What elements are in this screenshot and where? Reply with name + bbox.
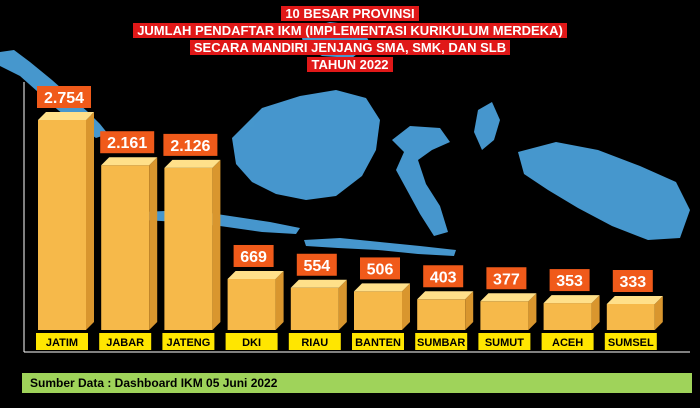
bar-jatim: 2.754 JATIM <box>36 86 94 350</box>
map-kalimantan <box>232 90 380 200</box>
bar-top-sumsel <box>606 296 663 304</box>
bar-front-jabar <box>101 165 150 330</box>
value-label-box-aceh <box>549 269 590 292</box>
map-nusa-tenggara <box>304 238 456 256</box>
value-label-box-banten <box>360 257 400 280</box>
bars-group: 2.754 JATIM 2.161 JABAR 2.126 JATENG 669 DKI 554… <box>36 86 663 350</box>
value-label-riau: 554 <box>303 258 330 275</box>
category-label-box-jatim <box>36 333 88 350</box>
bar-side-riau <box>338 279 347 330</box>
category-label-sumbar: SUMBAR <box>417 337 465 349</box>
bar-front-jatim <box>38 120 86 330</box>
bar-top-jateng <box>164 159 221 168</box>
bar-jateng: 2.126 JATENG <box>162 133 221 350</box>
bar-top-dki <box>227 270 284 279</box>
bar-top-jabar <box>101 157 158 166</box>
value-label-jatim: 2.754 <box>44 90 84 107</box>
data-source-note: Sumber Data : Dashboard IKM 05 Juni 2022 <box>22 373 692 393</box>
value-label-aceh: 353 <box>556 273 583 290</box>
value-label-box-jabar <box>100 131 155 154</box>
bar-front-riau <box>290 287 339 330</box>
category-label-box-sumsel <box>604 333 657 350</box>
bar-sumbar: 403 SUMBAR <box>415 265 474 350</box>
bar-banten: 506 BANTEN <box>352 257 410 350</box>
map-maluku <box>474 102 500 150</box>
value-label-sumbar: 403 <box>430 269 457 286</box>
bar-front-banten <box>354 291 402 330</box>
chart-title: 10 BESAR PROVINSI JUMLAH PENDAFTAR IKM (… <box>0 5 700 73</box>
bar-side-jabar <box>149 157 158 330</box>
value-label-banten: 506 <box>367 261 394 278</box>
bar-front-sumut <box>480 301 529 330</box>
bar-side-sumbar <box>465 291 474 330</box>
category-label-box-sumut <box>478 333 531 350</box>
value-label-jateng: 2.126 <box>170 138 210 155</box>
bar-front-sumbar <box>417 299 466 330</box>
bar-top-riau <box>290 279 347 288</box>
bar-side-aceh <box>591 295 600 330</box>
bar-top-aceh <box>543 295 600 304</box>
title-line-2: JUMLAH PENDAFTAR IKM (IMPLEMENTASI KURIK… <box>133 23 567 38</box>
bar-aceh: 353 ACEH <box>541 269 600 350</box>
category-label-box-riau <box>288 333 341 350</box>
value-label-jabar: 2.161 <box>107 135 147 152</box>
bar-side-sumsel <box>654 296 663 330</box>
bar-top-sumbar <box>417 291 474 300</box>
map-papua <box>518 142 690 240</box>
value-label-box-sumbar <box>423 265 464 288</box>
category-label-box-dki <box>225 333 278 350</box>
value-label-dki: 669 <box>240 249 267 266</box>
bar-side-banten <box>402 283 410 330</box>
title-line-4: TAHUN 2022 <box>307 57 393 72</box>
category-label-aceh: ACEH <box>552 337 583 349</box>
bar-dki: 669 DKI <box>225 244 284 350</box>
bar-side-sumut <box>528 293 537 330</box>
bar-side-dki <box>275 270 284 330</box>
bar-front-sumsel <box>606 304 655 330</box>
map-sulawesi <box>392 126 450 236</box>
bar-top-sumut <box>480 293 537 302</box>
value-label-box-jatim <box>37 86 91 108</box>
category-label-jatim: JATIM <box>46 337 78 349</box>
category-label-box-jabar <box>99 333 152 350</box>
category-label-box-jateng <box>162 333 215 350</box>
bar-front-aceh <box>543 303 592 330</box>
title-line-1: 10 BESAR PROVINSI <box>281 6 419 21</box>
bar-sumsel: 333 SUMSEL <box>604 270 663 350</box>
category-label-box-banten <box>352 333 404 350</box>
value-label-box-sumsel <box>612 270 653 292</box>
bar-jabar: 2.161 JABAR <box>99 131 158 350</box>
bar-sumut: 377 SUMUT <box>478 267 537 350</box>
category-label-jateng: JATENG <box>166 337 210 349</box>
category-label-jabar: JABAR <box>106 337 144 349</box>
value-label-box-riau <box>296 253 337 276</box>
category-label-dki: DKI <box>242 337 261 349</box>
value-label-box-jateng <box>163 133 218 156</box>
category-label-sumsel: SUMSEL <box>608 337 654 349</box>
category-label-sumut: SUMUT <box>485 337 524 349</box>
category-label-riau: RIAU <box>301 337 328 349</box>
value-label-sumut: 377 <box>493 271 520 288</box>
bar-side-jateng <box>212 159 221 330</box>
bar-front-jateng <box>164 167 213 330</box>
value-label-box-sumut <box>486 267 527 290</box>
title-line-3: SECARA MANDIRI JENJANG SMA, SMK, DAN SLB <box>189 40 511 55</box>
category-label-banten: BANTEN <box>355 337 401 349</box>
bar-side-jatim <box>86 112 94 330</box>
bar-riau: 554 RIAU <box>288 253 347 350</box>
category-label-box-sumbar <box>415 333 468 350</box>
bar-front-dki <box>227 278 276 330</box>
bar-top-banten <box>354 283 410 292</box>
bar-top-jatim <box>38 112 94 120</box>
value-label-box-dki <box>233 244 274 267</box>
value-label-sumsel: 333 <box>619 274 646 291</box>
category-label-box-aceh <box>541 333 594 350</box>
